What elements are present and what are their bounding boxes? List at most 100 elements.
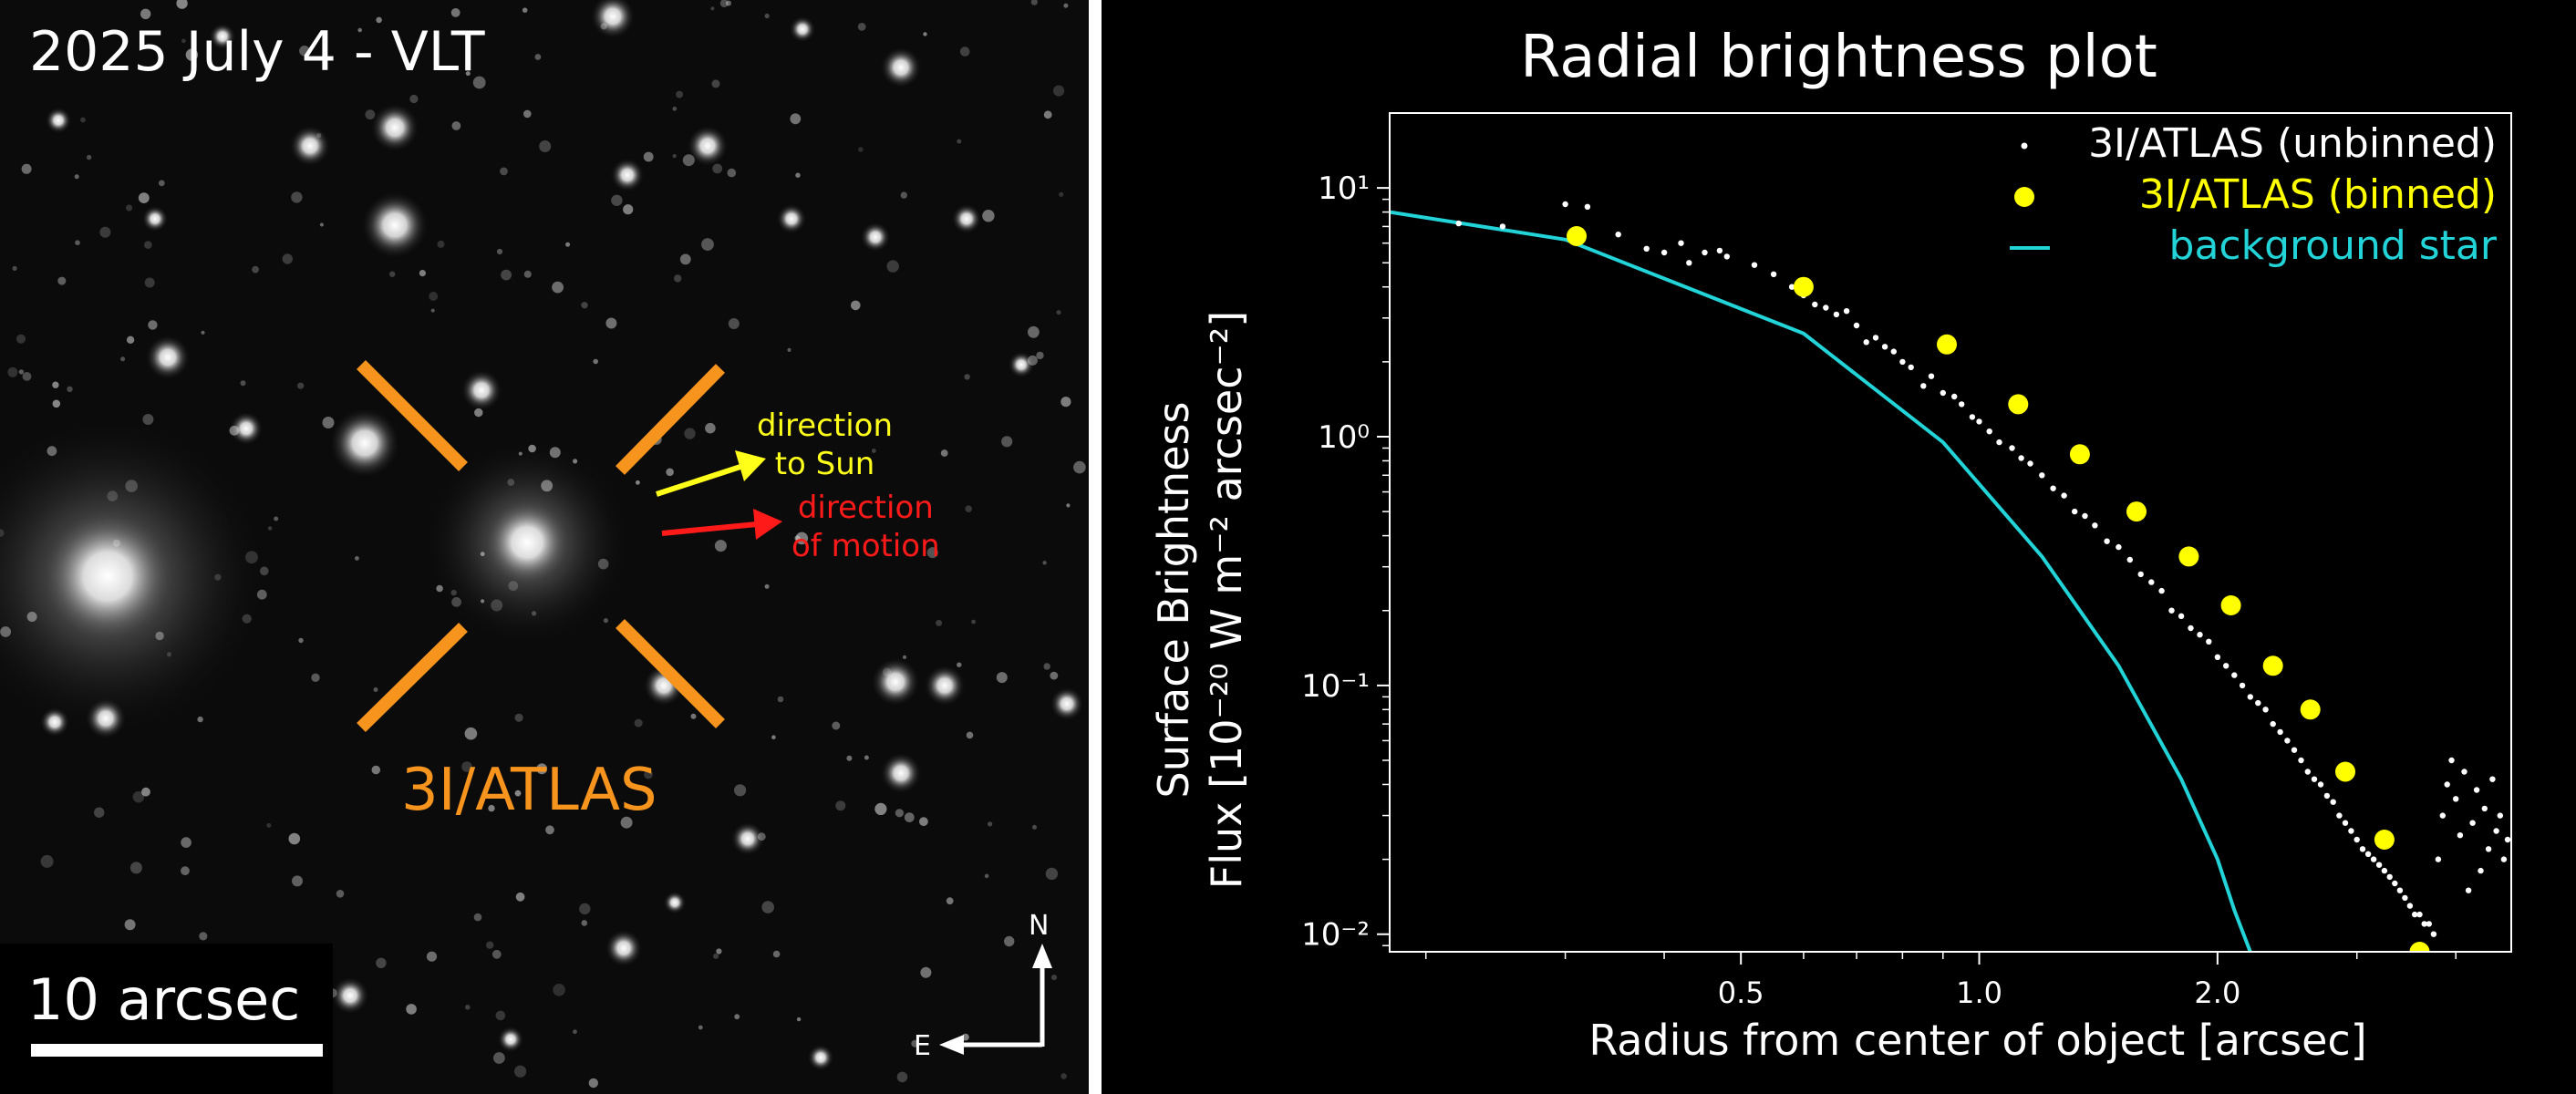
faint-star: [242, 614, 252, 624]
unbinned-point: [1872, 335, 1879, 341]
faint-star: [429, 292, 439, 301]
unbinned-point: [1996, 439, 2002, 446]
faint-star: [94, 807, 105, 818]
unbinned-point: [2197, 632, 2203, 638]
faint-star: [795, 172, 801, 178]
faint-star: [644, 769, 653, 779]
faint-star: [1030, 0, 1038, 5]
faint-star: [501, 269, 512, 281]
faint-star: [316, 132, 322, 138]
faint-star: [229, 425, 240, 436]
faint-star: [871, 449, 876, 453]
faint-star: [1027, 355, 1038, 366]
faint-star: [545, 825, 554, 835]
star: [146, 335, 190, 379]
unbinned-point: [2439, 812, 2446, 819]
faint-star: [666, 468, 674, 477]
faint-star: [984, 873, 989, 879]
star: [808, 1045, 833, 1070]
unbinned-point: [2304, 769, 2311, 775]
faint-star: [472, 76, 486, 89]
faint-star: [409, 94, 419, 104]
faint-star: [297, 382, 305, 389]
faint-star: [794, 535, 801, 542]
unbinned-point: [2206, 638, 2212, 645]
faint-star: [493, 1052, 505, 1064]
faint-star: [282, 253, 293, 264]
faint-star: [406, 1004, 417, 1015]
faint-star: [473, 913, 482, 922]
faint-star: [141, 787, 150, 797]
star: [290, 126, 330, 166]
unbinned-point: [2386, 873, 2393, 881]
faint-star: [107, 490, 119, 501]
faint-star: [124, 919, 136, 931]
unbinned-point: [2116, 543, 2122, 551]
unbinned-point: [2421, 921, 2427, 927]
unbinned-point: [1959, 401, 1965, 408]
faint-star: [1042, 561, 1047, 565]
faint-star: [389, 271, 396, 277]
faint-star: [1073, 460, 1086, 474]
faint-star: [465, 1005, 471, 1010]
y-tick-label: 10⁻²: [1301, 917, 1370, 954]
unbinned-point: [2247, 694, 2253, 700]
faint-star: [539, 140, 552, 152]
unbinned-point: [1920, 383, 1927, 389]
star: [861, 222, 890, 252]
unbinned-point: [2444, 781, 2450, 788]
star: [790, 16, 815, 42]
unbinned-point: [1908, 364, 1914, 371]
plot-area: [1390, 201, 2511, 952]
unbinned-point: [2426, 921, 2432, 927]
faint-star: [764, 13, 770, 19]
faint-star: [47, 446, 57, 457]
unbinned-point: [2330, 799, 2336, 805]
faint-star: [495, 1010, 506, 1021]
star: [332, 977, 368, 1014]
star: [1009, 352, 1034, 377]
unbinned-point: [2504, 836, 2511, 843]
faint-star: [920, 966, 932, 978]
faint-star: [553, 984, 565, 996]
legend-marker-unbinned: [2021, 142, 2028, 150]
faint-star: [996, 672, 1008, 684]
star: [952, 204, 981, 233]
faint-star: [705, 422, 716, 434]
binned-point: [2335, 761, 2355, 782]
axes: 0.5 1.0 2.0 10⁻² 10⁻¹ 10⁰ 10¹: [1301, 112, 2512, 1010]
unbinned-point: [2270, 720, 2276, 728]
faint-star: [1043, 663, 1050, 670]
binned-point: [2409, 942, 2430, 952]
unbinned-point: [2082, 512, 2088, 520]
faint-star: [882, 667, 892, 676]
faint-star: [199, 932, 208, 941]
faint-star: [491, 949, 502, 959]
faint-star: [288, 832, 301, 845]
faint-star: [857, 23, 866, 31]
faint-star: [549, 447, 561, 459]
faint-star: [266, 822, 272, 828]
faint-star: [900, 191, 907, 199]
faint-star: [26, 612, 37, 622]
faint-star: [701, 238, 714, 251]
chart-plot: 0.5 1.0 2.0 10⁻² 10⁻¹ 10⁰ 10¹ 3I/ATLAS (unbinn…: [1301, 112, 2512, 1010]
faint-star: [565, 242, 571, 247]
unbinned-point: [2298, 757, 2304, 764]
star: [605, 930, 642, 966]
axes-frame: [1389, 112, 2512, 953]
faint-star: [140, 8, 151, 19]
sun-direction-arrow: [656, 450, 766, 497]
star: [46, 108, 71, 133]
faint-star: [515, 892, 525, 902]
faint-star: [144, 241, 152, 249]
faint-star: [0, 626, 11, 637]
faint-star: [52, 381, 59, 388]
faint-star: [716, 948, 722, 955]
unbinned-point: [2223, 663, 2229, 669]
faint-star: [1045, 867, 1059, 881]
faint-star: [464, 727, 478, 740]
unbinned-point: [2381, 867, 2388, 874]
legend: 3I/ATLAS (unbinned)3I/ATLAS (binned)back…: [2010, 120, 2498, 269]
star: [777, 204, 806, 233]
